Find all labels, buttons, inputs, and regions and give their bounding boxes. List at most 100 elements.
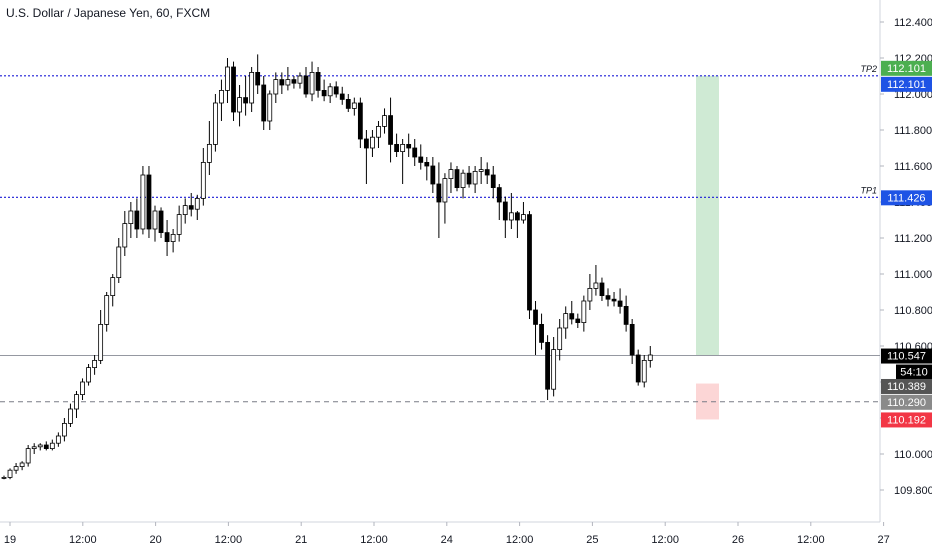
candle-body[interactable]	[502, 201, 508, 221]
candle-body[interactable]	[533, 309, 538, 325]
candle-body[interactable]	[212, 102, 218, 145]
candle-body[interactable]	[255, 72, 261, 86]
candle-body[interactable]	[436, 183, 442, 203]
candle-body[interactable]	[400, 143, 406, 152]
candle-body[interactable]	[164, 232, 170, 243]
candle-body[interactable]	[291, 79, 297, 84]
candle-body[interactable]	[351, 102, 357, 109]
candle-body[interactable]	[484, 169, 490, 176]
candle-body[interactable]	[225, 66, 230, 91]
candle-body[interactable]	[37, 444, 43, 448]
candle-body[interactable]	[116, 246, 122, 279]
candle-body[interactable]	[285, 79, 291, 86]
candle-body[interactable]	[194, 197, 200, 210]
candle-body[interactable]	[376, 126, 381, 138]
candle-body[interactable]	[569, 313, 575, 320]
candle-body[interactable]	[19, 462, 25, 467]
candle-body[interactable]	[363, 138, 369, 149]
candle-body[interactable]	[206, 143, 212, 163]
candle-body[interactable]	[563, 313, 569, 329]
candle-body[interactable]	[158, 210, 164, 234]
candle-body[interactable]	[521, 214, 526, 221]
candle-body[interactable]	[466, 172, 472, 185]
candle-body[interactable]	[7, 469, 13, 478]
candle-body[interactable]	[581, 300, 587, 324]
candle-body[interactable]	[478, 169, 484, 172]
candle-body[interactable]	[448, 169, 454, 180]
candle-body[interactable]	[539, 323, 544, 343]
candle-body[interactable]	[357, 102, 363, 140]
candle-body[interactable]	[424, 161, 430, 167]
candle-body[interactable]	[623, 305, 629, 325]
candle-body[interactable]	[140, 174, 146, 230]
candle-body[interactable]	[321, 90, 327, 97]
candle-body[interactable]	[515, 212, 520, 221]
candle-body[interactable]	[98, 323, 104, 361]
candle-body[interactable]	[55, 435, 61, 444]
candle-body[interactable]	[74, 394, 79, 410]
candle-body[interactable]	[261, 84, 267, 122]
candle-body[interactable]	[134, 210, 140, 230]
candle-body[interactable]	[339, 93, 345, 100]
candle-body[interactable]	[86, 367, 91, 383]
candle-body[interactable]	[92, 359, 97, 368]
candle-body[interactable]	[152, 210, 158, 230]
candle-body[interactable]	[587, 287, 593, 302]
candle-body[interactable]	[599, 282, 605, 297]
candle-body[interactable]	[641, 359, 647, 383]
candle-body[interactable]	[593, 282, 599, 289]
candle-body[interactable]	[25, 448, 31, 464]
candle-body[interactable]	[1, 476, 7, 479]
candle-body[interactable]	[635, 354, 641, 383]
candle-body[interactable]	[454, 169, 460, 189]
candle-body[interactable]	[327, 86, 333, 97]
candle-body[interactable]	[605, 295, 611, 300]
candle-body[interactable]	[418, 156, 424, 163]
candle-body[interactable]	[333, 86, 339, 95]
candle-body[interactable]	[273, 79, 279, 95]
candle-body[interactable]	[80, 381, 85, 396]
candle-body[interactable]	[611, 298, 617, 302]
candle-body[interactable]	[182, 205, 188, 216]
candle-body[interactable]	[49, 442, 55, 450]
candle-body[interactable]	[243, 97, 249, 104]
candle-body[interactable]	[575, 318, 581, 323]
candle-body[interactable]	[13, 466, 19, 471]
candle-body[interactable]	[496, 187, 502, 203]
candle-body[interactable]	[68, 408, 73, 424]
candle-body[interactable]	[490, 174, 496, 188]
candle-body[interactable]	[527, 214, 532, 311]
candle-body[interactable]	[460, 172, 466, 188]
candle-body[interactable]	[442, 178, 448, 203]
candle-body[interactable]	[430, 165, 436, 185]
candle-body[interactable]	[617, 300, 623, 307]
candle-body[interactable]	[309, 72, 315, 95]
candle-body[interactable]	[315, 72, 321, 91]
candle-body[interactable]	[557, 327, 563, 351]
candle-body[interactable]	[412, 147, 418, 158]
candle-body[interactable]	[647, 354, 653, 361]
candle-body[interactable]	[267, 93, 273, 122]
candle-body[interactable]	[249, 72, 255, 104]
candle-body[interactable]	[128, 210, 134, 224]
candle-body[interactable]	[388, 115, 393, 145]
candle-body[interactable]	[551, 349, 557, 390]
candle-body[interactable]	[188, 205, 194, 210]
candle-body[interactable]	[122, 223, 128, 248]
candle-body[interactable]	[219, 90, 224, 104]
candle-body[interactable]	[629, 323, 635, 356]
candle-body[interactable]	[279, 79, 285, 86]
candle-body[interactable]	[406, 143, 412, 149]
candle-body[interactable]	[231, 66, 236, 113]
candle-body[interactable]	[237, 97, 242, 113]
candle-body[interactable]	[104, 295, 110, 325]
candle-body[interactable]	[62, 422, 67, 437]
candle-body[interactable]	[545, 341, 550, 390]
candle-body[interactable]	[370, 136, 375, 149]
candle-body[interactable]	[508, 212, 514, 221]
candle-body[interactable]	[176, 214, 182, 235]
candle-body[interactable]	[303, 75, 309, 95]
candle-body[interactable]	[170, 233, 176, 242]
candle-body[interactable]	[31, 446, 37, 449]
